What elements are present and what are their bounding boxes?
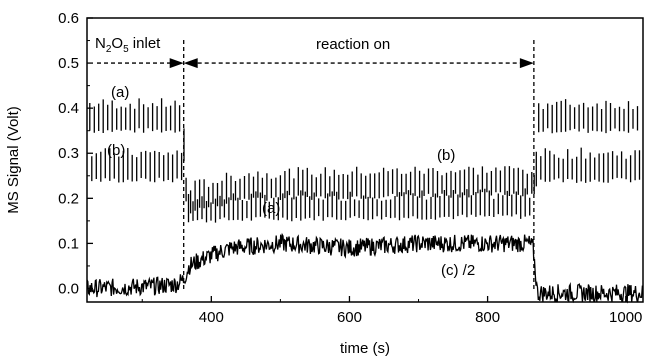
series-b-label-left: (b) [107, 142, 125, 159]
series-a-spikes [89, 98, 639, 223]
inlet-arrowhead [169, 58, 184, 69]
inlet-label: N2O5 inlet [95, 35, 161, 55]
y-tick-label: 0.0 [58, 280, 79, 297]
x-tick-label: 600 [337, 309, 362, 326]
y-tick-label: 0.1 [58, 235, 79, 252]
series-spike-marks [91, 147, 641, 214]
plot-frame [86, 17, 644, 303]
series-b-spikes [91, 147, 641, 214]
y-tick-label: 0.6 [58, 10, 79, 27]
series-a-label-left: (a) [111, 84, 129, 101]
y-tick-label: 0.5 [58, 55, 79, 72]
reaction-on-label: reaction on [316, 36, 390, 53]
series-spike-marks [89, 98, 639, 223]
x-tick-label: 400 [199, 309, 224, 326]
x-tick-label: 800 [475, 309, 500, 326]
x-tick-label: 1000 [609, 309, 642, 326]
y-tick-label: 0.4 [58, 100, 79, 117]
series-c-label: (c) /2 [441, 262, 475, 279]
y-tick-label: 0.2 [58, 190, 79, 207]
x-axis-title: time (s) [340, 340, 390, 356]
y-tick-label: 0.3 [58, 145, 79, 162]
series-b-label-right: (b) [437, 147, 455, 164]
series-a-label-mid: (a) [262, 200, 280, 217]
series-c-line [86, 232, 644, 304]
x-axis-ticks: 400 600 800 1000 [141, 296, 642, 326]
reaction-arrowhead-right [519, 58, 534, 69]
y-axis-ticks: 0.0 0.1 0.2 0.3 0.4 0.5 0.6 [58, 10, 93, 297]
y-axis-title: MS Signal (Volt) [5, 106, 22, 214]
reaction-arrowhead-left [183, 58, 198, 69]
